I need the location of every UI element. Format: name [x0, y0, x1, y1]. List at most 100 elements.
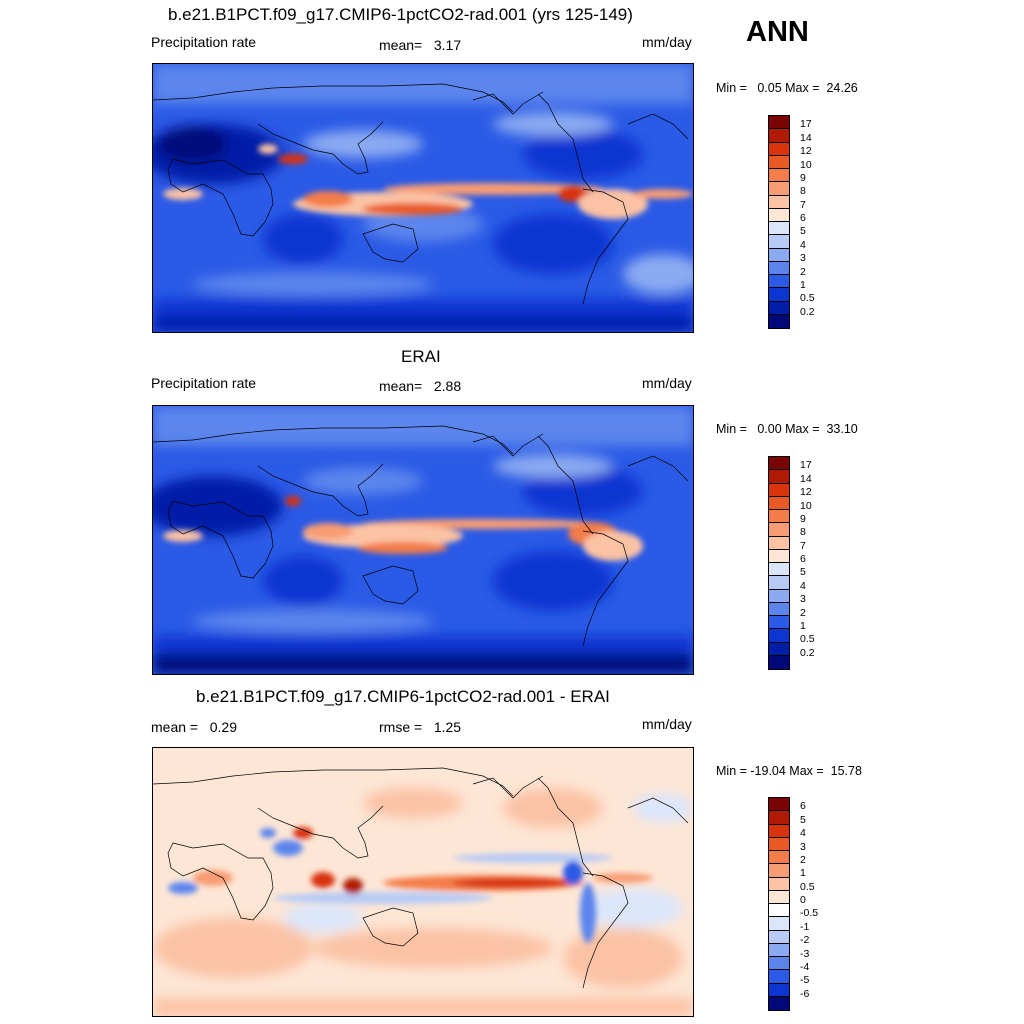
colorbar-segment	[769, 930, 789, 944]
panel-2-mean-label: mean= 2.88	[379, 378, 462, 394]
colorbar-tick-label: 2	[800, 265, 806, 278]
colorbar-tick-label: 5	[800, 225, 806, 238]
colorbar-tick-label: -5	[800, 974, 810, 987]
colorbar-tick-label: 1	[800, 278, 806, 291]
colorbar-tick-label: 0	[800, 894, 806, 906]
panel-3-title: b.e21.B1PCT.f09_g17.CMIP6-1pctCO2-rad.00…	[196, 687, 610, 706]
colorbar-tick-label: 4	[800, 579, 806, 592]
colorbar-tick-label: 6	[800, 800, 806, 813]
panel-3-colorbar	[768, 797, 790, 1011]
colorbar-segment	[769, 602, 789, 616]
colorbar-tick-label: 2	[800, 606, 806, 619]
panel-1-colorbar	[768, 115, 790, 329]
colorbar-tick-label: 0.5	[800, 292, 815, 305]
colorbar-tick-label: 5	[800, 813, 806, 826]
colorbar-tick-label: 14	[800, 472, 812, 485]
colorbar-segment	[769, 837, 789, 851]
colorbar-segment	[769, 957, 789, 971]
colorbar-segment	[769, 496, 789, 510]
panel-3-minmax: Min = -19.04 Max = 15.78	[716, 764, 862, 778]
colorbar-tick-label: 3	[800, 252, 806, 265]
colorbar-segment	[769, 589, 789, 603]
colorbar-segment	[769, 314, 789, 328]
colorbar-tick-label: 12	[800, 486, 812, 499]
panel-3-mean-label: mean = 0.29	[151, 719, 238, 735]
colorbar-segment	[769, 275, 789, 289]
panel-3-map-svg	[153, 748, 693, 1016]
panel-2-units-label: mm/day	[642, 375, 692, 391]
colorbar-tick-label: 17	[800, 459, 812, 472]
panel-1-variable-label: Precipitation rate	[151, 34, 257, 50]
colorbar-segment	[769, 129, 789, 143]
colorbar-tick-label: 14	[800, 131, 812, 144]
colorbar-tick-label: 6	[800, 553, 806, 565]
colorbar-tick-label: -2	[800, 934, 810, 947]
panel-1-map-svg	[153, 64, 693, 332]
colorbar-segment	[769, 483, 789, 497]
panel-1-coastlines	[153, 83, 689, 305]
colorbar-segment	[769, 642, 789, 656]
colorbar-segment	[769, 970, 789, 984]
panel-1-units-label: mm/day	[642, 34, 692, 50]
colorbar-tick-label: 9	[800, 171, 806, 184]
colorbar-tick-label: 8	[800, 185, 806, 198]
colorbar-segment	[769, 798, 789, 812]
colorbar-segment	[769, 536, 789, 550]
colorbar-segment	[769, 248, 789, 262]
colorbar-tick-label: 7	[800, 539, 806, 552]
colorbar-segment	[769, 811, 789, 825]
colorbar-segment	[769, 864, 789, 878]
colorbar-segment	[769, 155, 789, 169]
colorbar-tick-label: -6	[800, 987, 810, 1000]
colorbar-tick-label: 4	[800, 827, 806, 840]
panel-2-title: ERAI	[401, 347, 441, 366]
colorbar-segment	[769, 890, 789, 904]
panel-3-rmse-label: rmse = 1.25	[379, 719, 462, 735]
panel-3-units-label: mm/day	[642, 716, 692, 732]
colorbar-segment	[769, 943, 789, 957]
colorbar-tick-label: 10	[800, 499, 812, 512]
colorbar-segment	[769, 996, 789, 1010]
colorbar-segment	[769, 523, 789, 537]
colorbar-segment	[769, 182, 789, 196]
colorbar-tick-label: 2	[800, 853, 806, 866]
colorbar-segment	[769, 563, 789, 577]
colorbar-segment	[769, 195, 789, 209]
colorbar-tick-label: 1	[800, 619, 806, 632]
colorbar-segment	[769, 470, 789, 484]
colorbar-segment	[769, 288, 789, 302]
colorbar-tick-label: 5	[800, 566, 806, 579]
panel-1-minmax: Min = 0.05 Max = 24.26	[716, 81, 858, 95]
colorbar-segment	[769, 824, 789, 838]
panel-2-variable-label: Precipitation rate	[151, 375, 257, 391]
colorbar-segment	[769, 208, 789, 222]
colorbar-tick-label: 10	[800, 158, 812, 171]
colorbar-segment	[769, 616, 789, 630]
colorbar-segment	[769, 169, 789, 183]
colorbar-tick-label: -1	[800, 920, 810, 933]
colorbar-segment	[769, 549, 789, 563]
panel-2-minmax: Min = 0.00 Max = 33.10	[716, 422, 858, 436]
colorbar-tick-label: 3	[800, 593, 806, 606]
colorbar-segment	[769, 261, 789, 275]
panel-1-map	[152, 63, 694, 333]
colorbar-tick-label: 4	[800, 238, 806, 251]
colorbar-segment	[769, 983, 789, 997]
panel-2-coastlines	[153, 425, 689, 647]
colorbar-segment	[769, 655, 789, 669]
colorbar-tick-label: 0.5	[800, 633, 815, 646]
colorbar-tick-label: -0.5	[800, 907, 819, 920]
colorbar-segment	[769, 457, 789, 471]
colorbar-segment	[769, 222, 789, 236]
colorbar-segment	[769, 851, 789, 865]
panel-3-coastlines	[153, 767, 689, 989]
colorbar-segment	[769, 142, 789, 156]
colorbar-tick-label: 0.2	[800, 305, 815, 318]
colorbar-segment	[769, 629, 789, 643]
panel-1-mean-label: mean= 3.17	[379, 37, 462, 53]
panel-2-map	[152, 405, 694, 675]
colorbar-tick-label: 12	[800, 145, 812, 158]
colorbar-segment	[769, 917, 789, 931]
colorbar-segment	[769, 576, 789, 590]
colorbar-tick-label: 0.5	[800, 880, 815, 893]
